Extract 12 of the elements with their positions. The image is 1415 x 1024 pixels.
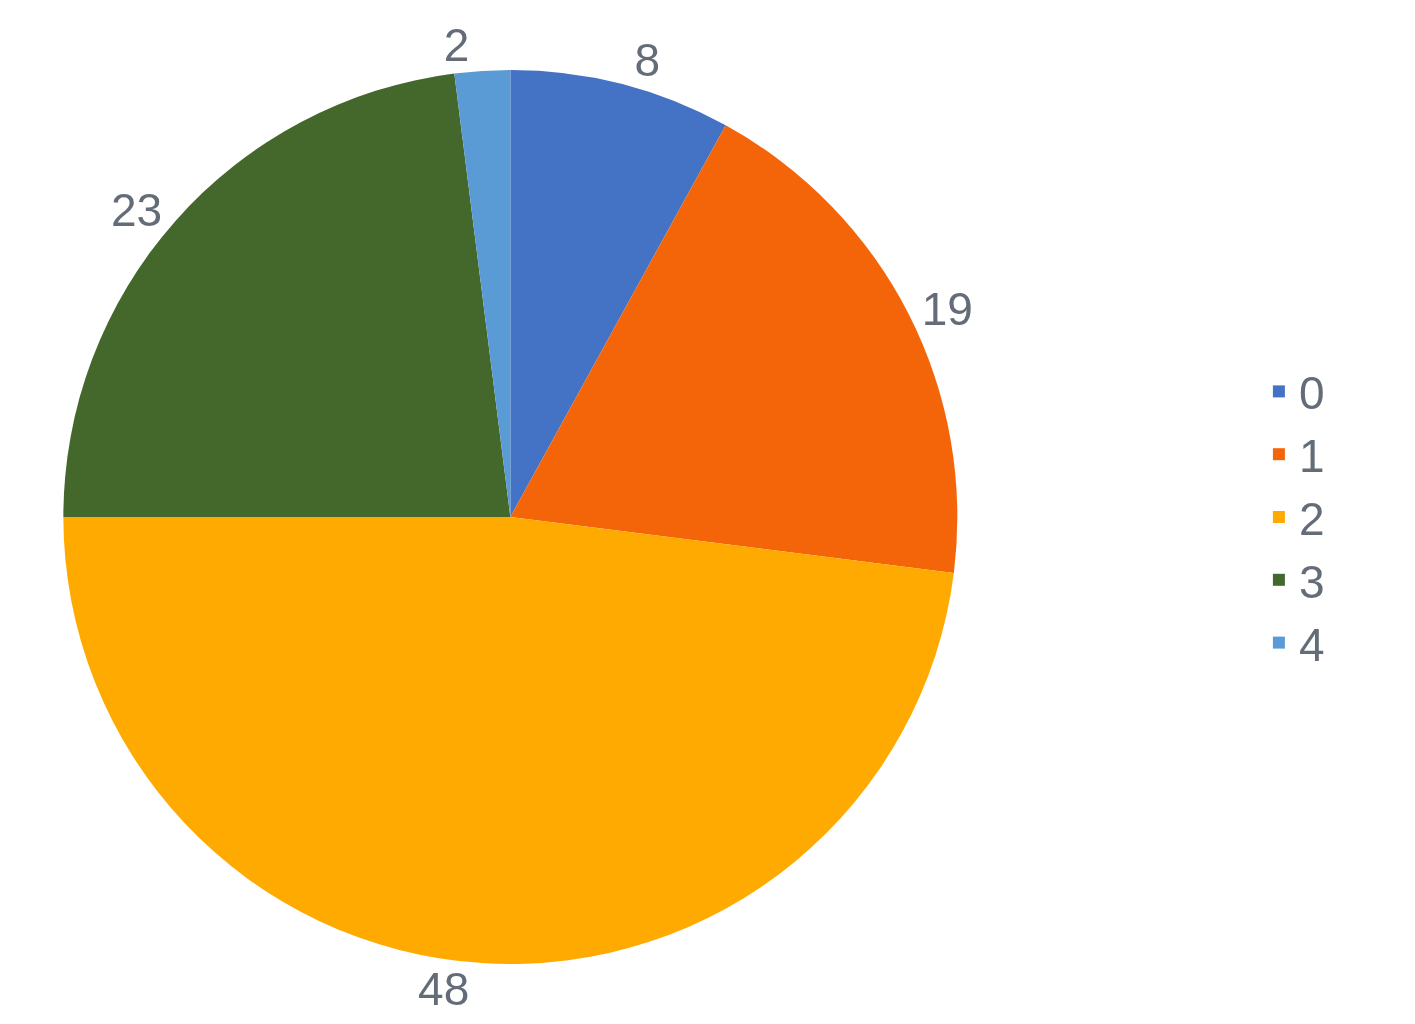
legend-label: 0 [1298,367,1325,420]
data-label: 23 [110,184,163,237]
data-label: 48 [418,963,470,1016]
data-label: 8 [634,33,661,86]
pie-slice [63,73,511,517]
legend-label: 3 [1298,555,1325,608]
data-label: 19 [921,282,973,335]
legend-label: 4 [1298,618,1325,671]
legend-label: 1 [1298,430,1325,483]
data-label: 2 [443,18,470,71]
legend-label: 2 [1298,492,1325,545]
pie-slice [63,517,954,964]
